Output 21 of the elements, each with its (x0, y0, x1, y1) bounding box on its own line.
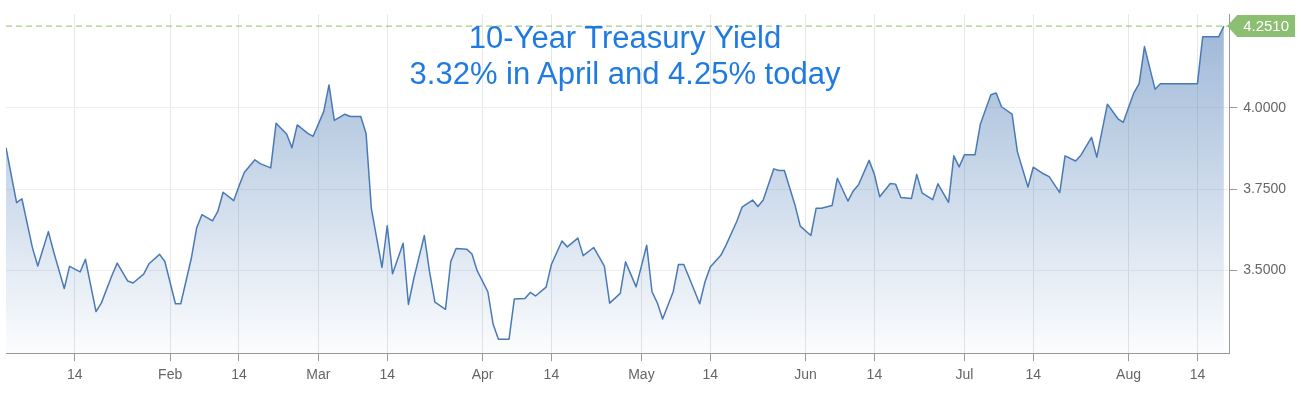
y-tick-label: 3.5000 (1243, 261, 1287, 278)
x-tick-label: 14 (1189, 366, 1206, 383)
text: 3.32% in April and 4.25% today (408, 56, 842, 92)
x-tick-label: 14 (866, 366, 883, 383)
chart-title: 10-Year Treasury Yield (467, 20, 783, 56)
x-tick-label: 14 (543, 366, 560, 383)
ref-line-label: 4.2510 (1243, 17, 1290, 35)
x-tick-label: 14 (379, 366, 396, 383)
x-tick-label: 14 (702, 366, 719, 383)
x-tick-label: 14 (1025, 366, 1042, 383)
y-tick-label: 3.7500 (1243, 179, 1287, 196)
x-tick-label: 14 (231, 366, 247, 383)
x-tick-label: Mar (306, 366, 331, 383)
x-tick-label: Feb (158, 366, 183, 383)
x-tick-label: Apr (471, 366, 494, 383)
x-tick-label: Jul (955, 366, 974, 383)
x-tick-label: Aug (1116, 366, 1142, 383)
x-tick-label: 14 (67, 366, 83, 383)
x-tick-label: Jun (794, 366, 817, 383)
x-tick-label: May (628, 366, 655, 383)
y-tick-label: 4.0000 (1243, 98, 1287, 115)
